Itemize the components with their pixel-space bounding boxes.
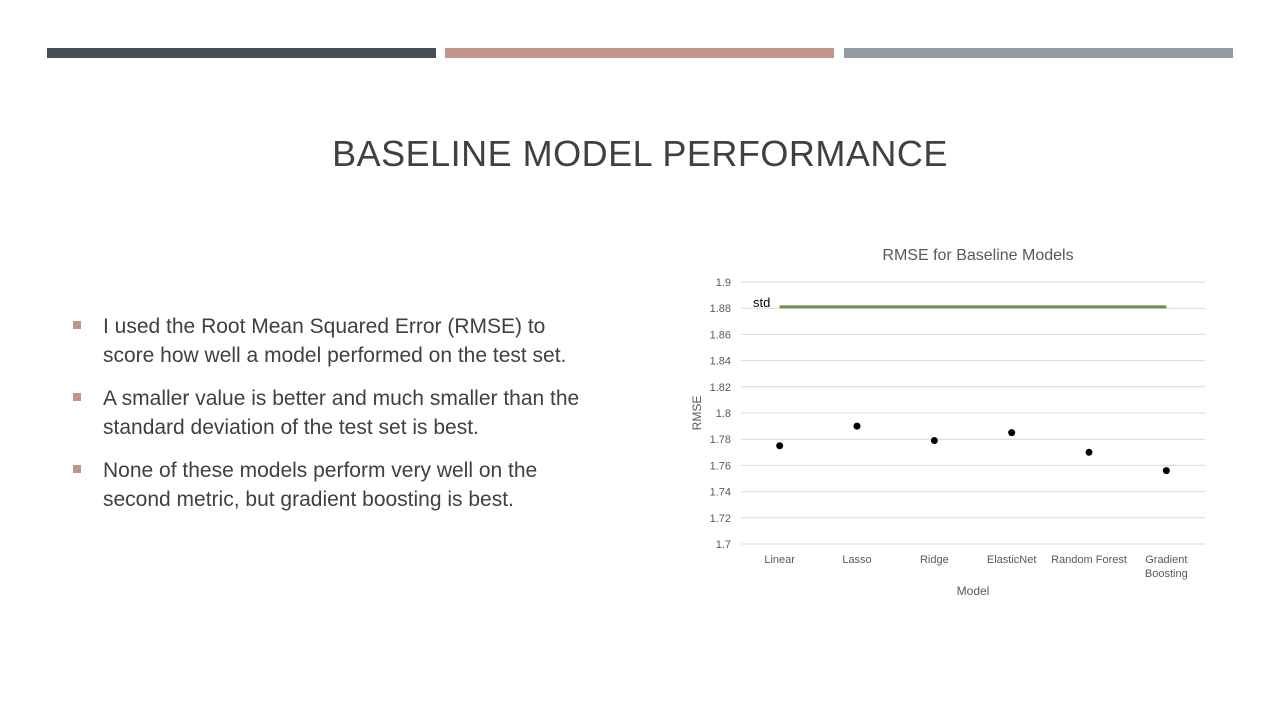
y-tick-label: 1.88	[710, 303, 731, 315]
data-point	[853, 422, 861, 430]
y-tick-label: 1.72	[710, 513, 731, 525]
bullet-item: A smaller value is better and much small…	[72, 384, 592, 442]
y-axis-title: RMSE	[690, 396, 704, 431]
data-point	[1085, 448, 1093, 456]
x-tick-label: Ridge	[920, 554, 949, 566]
y-tick-label: 1.7	[716, 539, 731, 551]
y-tick-label: 1.8	[716, 408, 731, 420]
y-tick-label: 1.74	[710, 487, 731, 499]
bullet-square-icon	[73, 393, 81, 401]
std-line-label: std	[753, 295, 770, 310]
data-point	[776, 442, 784, 450]
bullet-item: I used the Root Mean Squared Error (RMSE…	[72, 312, 592, 370]
data-point	[1008, 429, 1016, 437]
y-tick-label: 1.76	[710, 460, 731, 472]
y-tick-label: 1.86	[710, 329, 731, 341]
data-point	[930, 437, 938, 445]
x-tick-label: Linear	[764, 554, 795, 566]
accent-bar-rose	[445, 48, 834, 58]
bullet-list: I used the Root Mean Squared Error (RMSE…	[72, 312, 592, 528]
bullet-square-icon	[73, 465, 81, 473]
x-axis-title: Model	[957, 584, 990, 598]
data-point	[1162, 467, 1170, 475]
bullet-square-icon	[73, 321, 81, 329]
bullet-text: A smaller value is better and much small…	[103, 387, 580, 439]
chart-title: RMSE for Baseline Models	[882, 247, 1073, 264]
x-tick-label: Lasso	[842, 554, 871, 566]
chart-svg: RMSE for Baseline Models 1.7 1.72 1.74 1.76 1…	[690, 247, 1205, 598]
rmse-chart: RMSE for Baseline Models 1.7 1.72 1.74 1.76 1…	[680, 235, 1240, 615]
x-tick-label: Random Forest	[1051, 554, 1127, 566]
bullet-text: I used the Root Mean Squared Error (RMSE…	[103, 315, 567, 367]
x-tick-label: Gradient	[1145, 554, 1187, 566]
y-tick-label: 1.84	[710, 356, 731, 368]
accent-bar-dark	[47, 48, 436, 58]
bullet-item: None of these models perform very well o…	[72, 456, 592, 514]
bullet-text: None of these models perform very well o…	[103, 459, 538, 511]
x-tick-label: Boosting	[1145, 568, 1188, 580]
y-tick-label: 1.82	[710, 382, 731, 394]
slide-title: BASELINE MODEL PERFORMANCE	[332, 133, 948, 174]
y-tick-label: 1.9	[716, 277, 731, 289]
accent-bar-gray	[844, 48, 1233, 58]
x-tick-label: ElasticNet	[987, 554, 1037, 566]
y-tick-label: 1.78	[710, 434, 731, 446]
